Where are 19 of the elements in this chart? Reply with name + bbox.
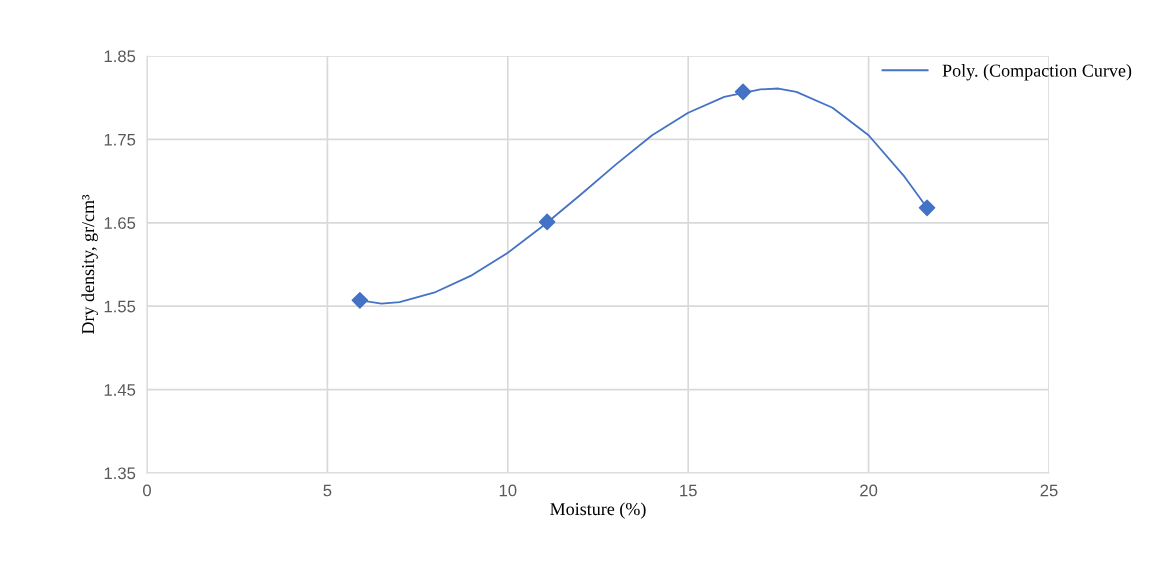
y-tick-label: 1.65 — [104, 217, 136, 229]
point — [538, 213, 556, 231]
legend-label: Poly. (Compaction Curve) — [942, 64, 1132, 81]
y-tick-label: 1.85 — [104, 50, 136, 63]
point — [918, 199, 936, 217]
point — [351, 292, 369, 309]
x-tick-label: 25 — [1040, 484, 1058, 497]
x-tick-label: 15 — [680, 484, 697, 497]
x-tick-label: 20 — [860, 484, 878, 497]
x-tick-label: 0 — [143, 484, 151, 497]
x-axis-title: Moisture (%) — [550, 502, 646, 519]
x-tick-label: 10 — [499, 484, 517, 497]
y-tick-label: 1.75 — [104, 133, 136, 146]
point — [734, 83, 752, 101]
y-tick-label: 1.55 — [104, 300, 136, 313]
y-axis-title: Dry density, gr/cm³ — [81, 194, 98, 335]
y-tick-label: 1.35 — [104, 467, 136, 480]
y-tick-label: 1.45 — [104, 384, 136, 396]
x-tick-label: 5 — [323, 484, 332, 497]
